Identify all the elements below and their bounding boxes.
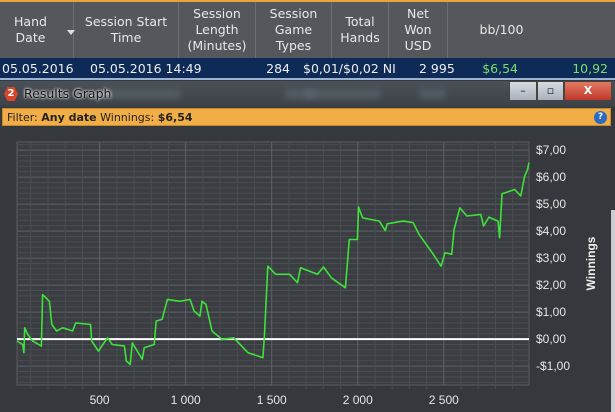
column-label: Session Game Types	[269, 6, 318, 53]
cell-bb100: 10,92	[572, 61, 608, 76]
window-title: Results Graph	[24, 86, 112, 101]
maximize-button[interactable]: ▫	[537, 81, 564, 101]
scrollbar[interactable]	[611, 210, 615, 412]
column-session-start[interactable]: Session Start Time	[74, 2, 179, 58]
winnings-label: Winnings:	[100, 111, 155, 124]
table-header: Hand Date Session Start Time Session Len…	[0, 0, 615, 58]
sort-descending-icon[interactable]	[67, 30, 75, 35]
winnings-value: $6,54	[157, 111, 193, 124]
x-tick-label: 1 000	[171, 393, 201, 407]
y-tick-label: $2,00	[536, 278, 566, 292]
y-tick-label: $6,00	[536, 170, 566, 184]
column-hand-date[interactable]: Hand Date	[0, 2, 74, 58]
y-tick-label: $5,00	[536, 197, 566, 211]
app-logo-icon: 2	[4, 87, 18, 101]
column-bb100[interactable]: bb/100	[448, 2, 615, 58]
filter-date[interactable]: Any date	[41, 111, 97, 124]
y-tick-label: $0,00	[536, 332, 566, 346]
x-tick-label: 2 000	[343, 393, 373, 407]
column-total-hands[interactable]: Total Hands	[332, 2, 389, 58]
cell-game-types: $0,01/$0,02 NI	[303, 61, 396, 76]
results-chart: 500 1 000 1 500 2 000 2 500 -$1,00 $0,00 $1,00 $…	[16, 141, 598, 407]
winnings-line	[16, 162, 530, 366]
table-row[interactable]: 05.05.2016 05.05.2016 14:49 284 $0,01/$0…	[0, 58, 615, 80]
x-tick-label: 500	[90, 393, 110, 407]
column-label: Hand Date	[14, 14, 47, 45]
y-tick-label: -$1,00	[536, 359, 570, 373]
close-button[interactable]: X	[564, 81, 612, 101]
column-label: Session Length (Minutes)	[187, 6, 247, 53]
column-label: Net Won USD	[404, 6, 432, 53]
column-label: Session Start Time	[84, 14, 168, 45]
column-session-length[interactable]: Session Length (Minutes)	[179, 2, 256, 58]
cell-total-hands: 2 995	[419, 61, 455, 76]
help-icon[interactable]: ?	[594, 111, 607, 124]
y-tick-label: $4,00	[536, 224, 566, 238]
y-tick-label: $7,00	[536, 143, 566, 157]
cell-hand-date: 05.05.2016	[2, 61, 74, 76]
cell-start-time: 05.05.2016 14:49	[90, 61, 202, 76]
x-tick-label: 2 500	[429, 393, 459, 407]
filter-bar: Filter: Any date Winnings: $6,54 ?	[2, 108, 611, 126]
x-tick-label: 1 500	[257, 393, 287, 407]
column-label: Total Hands	[340, 14, 380, 45]
filter-label: Filter:	[7, 111, 38, 124]
column-label: bb/100	[479, 22, 524, 37]
y-axis-label: Winnings	[584, 236, 598, 290]
minimize-button[interactable]: –	[509, 81, 537, 101]
y-tick-label: $3,00	[536, 251, 566, 265]
cell-length: 284	[266, 61, 290, 76]
column-game-types[interactable]: Session Game Types	[256, 2, 332, 58]
column-net-won[interactable]: Net Won USD	[389, 2, 448, 58]
y-tick-label: $1,00	[536, 305, 566, 319]
cell-net-won: $6,54	[482, 61, 518, 76]
